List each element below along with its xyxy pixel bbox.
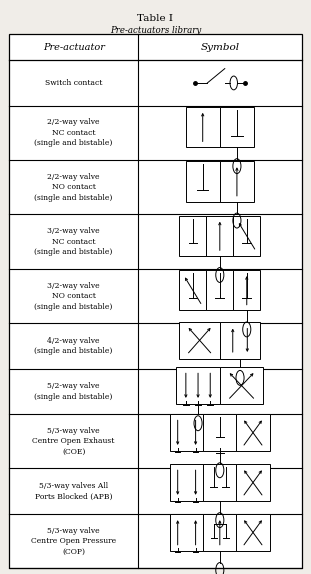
Bar (203, 514, 236, 551)
Bar (236, 464, 270, 501)
Bar (233, 270, 260, 311)
Bar (176, 367, 220, 404)
Text: Table I: Table I (137, 14, 174, 24)
Bar (170, 514, 203, 551)
Bar (203, 464, 236, 501)
Text: 5/3-way valve
Centre Open Pressure
(COP): 5/3-way valve Centre Open Pressure (COP) (31, 527, 116, 556)
Text: 5/3-way valve
Centre Open Exhaust
(COE): 5/3-way valve Centre Open Exhaust (COE) (32, 427, 115, 456)
Text: 2/2-way valve
NC contact
(single and bistable): 2/2-way valve NC contact (single and bis… (35, 118, 113, 148)
Bar (206, 216, 233, 256)
Text: 3/2-way valve
NC contact
(single and bistable): 3/2-way valve NC contact (single and bis… (35, 227, 113, 256)
Bar (220, 161, 254, 201)
Text: Switch contact: Switch contact (45, 79, 102, 87)
Text: Pre-actuator: Pre-actuator (43, 43, 104, 52)
Bar (186, 107, 220, 147)
Bar (220, 367, 263, 404)
Bar (233, 216, 260, 256)
Bar (170, 464, 203, 501)
Bar (170, 414, 203, 451)
Text: 2/2-way valve
NO contact
(single and bistable): 2/2-way valve NO contact (single and bis… (35, 173, 113, 201)
Text: 5/2-way valve
(single and bistable): 5/2-way valve (single and bistable) (35, 382, 113, 401)
Text: 3/2-way valve
NO contact
(single and bistable): 3/2-way valve NO contact (single and bis… (35, 282, 113, 311)
Bar (179, 321, 220, 359)
Text: 4/2-way valve
(single and bistable): 4/2-way valve (single and bistable) (35, 337, 113, 355)
Bar (186, 161, 220, 201)
Text: Symbol: Symbol (200, 43, 239, 52)
Bar (236, 414, 270, 451)
Bar (220, 321, 260, 359)
Bar (179, 216, 206, 256)
Text: 5/3-way valves All
Ports Blocked (APB): 5/3-way valves All Ports Blocked (APB) (35, 482, 112, 501)
Bar (220, 107, 254, 147)
Bar (206, 270, 233, 311)
Bar (179, 270, 206, 311)
Text: Pre-actuators library: Pre-actuators library (110, 26, 201, 35)
Bar (236, 514, 270, 551)
Bar (203, 414, 236, 451)
